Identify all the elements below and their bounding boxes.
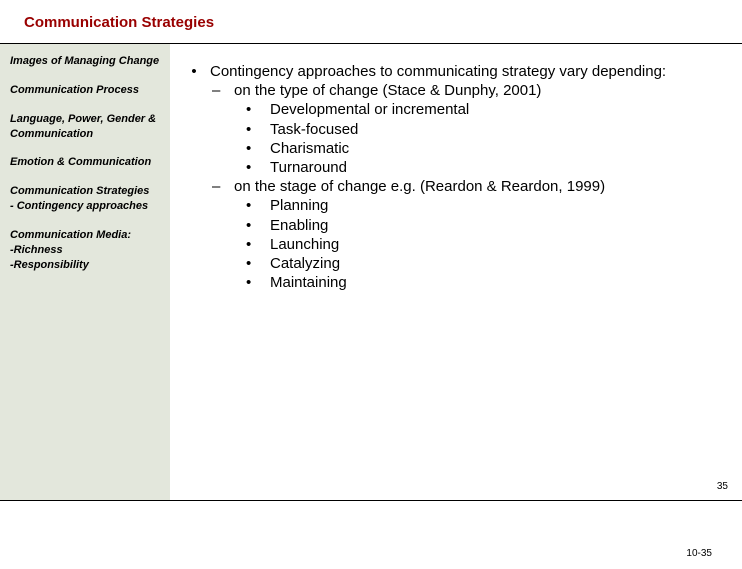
page-number-small: 35 — [717, 481, 728, 494]
bullet-level3: •Turnaround — [234, 158, 732, 177]
item-text: Turnaround — [270, 158, 347, 177]
divider-bottom — [0, 500, 742, 501]
dot-icon: • — [246, 196, 270, 215]
item-text: Charismatic — [270, 139, 349, 158]
dot-icon: • — [246, 235, 270, 254]
bullet-text: Contingency approaches to communicating … — [210, 62, 732, 81]
dash-icon: – — [210, 177, 234, 292]
bullet-level2: – on the stage of change e.g. (Reardon &… — [210, 177, 732, 292]
slide-title: Communication Strategies — [0, 0, 742, 43]
sidebar-item: Language, Power, Gender & Communication — [10, 112, 164, 142]
sub-bullet-text: on the stage of change e.g. (Reardon & R… — [234, 177, 732, 196]
bullet-level3: •Developmental or incremental — [234, 100, 732, 119]
dot-icon: • — [246, 254, 270, 273]
bullet-level3: •Planning — [234, 196, 732, 215]
footer-pagenum: 10-35 — [686, 548, 712, 559]
bullet-icon: • — [178, 62, 210, 292]
bullet-level2: – on the type of change (Stace & Dunphy,… — [210, 81, 732, 177]
body-area: Images of Managing Change Communication … — [0, 44, 742, 500]
dash-icon: – — [210, 81, 234, 177]
item-text: Enabling — [270, 216, 328, 235]
item-text: Planning — [270, 196, 328, 215]
sidebar-item: Emotion & Communication — [10, 155, 164, 170]
content-area: • Contingency approaches to communicatin… — [170, 44, 742, 500]
sidebar-item: Communication Media: -Richness -Responsi… — [10, 228, 164, 273]
item-text: Developmental or incremental — [270, 100, 469, 119]
dot-icon: • — [246, 273, 270, 292]
item-text: Launching — [270, 235, 339, 254]
dot-icon: • — [246, 100, 270, 119]
bullet-level3: •Launching — [234, 235, 732, 254]
bullet-level3: •Charismatic — [234, 139, 732, 158]
bullet-level3: •Maintaining — [234, 273, 732, 292]
bullet-level3: •Task-focused — [234, 120, 732, 139]
bullet-level1: • Contingency approaches to communicatin… — [178, 62, 732, 292]
item-text: Maintaining — [270, 273, 347, 292]
dot-icon: • — [246, 216, 270, 235]
sidebar: Images of Managing Change Communication … — [0, 44, 170, 500]
dot-icon: • — [246, 120, 270, 139]
sidebar-item: Images of Managing Change — [10, 54, 164, 69]
item-text: Task-focused — [270, 120, 358, 139]
item-text: Catalyzing — [270, 254, 340, 273]
bullet-level3: •Catalyzing — [234, 254, 732, 273]
sub-bullet-text: on the type of change (Stace & Dunphy, 2… — [234, 81, 732, 100]
dot-icon: • — [246, 139, 270, 158]
sidebar-item: Communication Strategies - Contingency a… — [10, 184, 164, 214]
bullet-level3: •Enabling — [234, 216, 732, 235]
dot-icon: • — [246, 158, 270, 177]
sidebar-item: Communication Process — [10, 83, 164, 98]
